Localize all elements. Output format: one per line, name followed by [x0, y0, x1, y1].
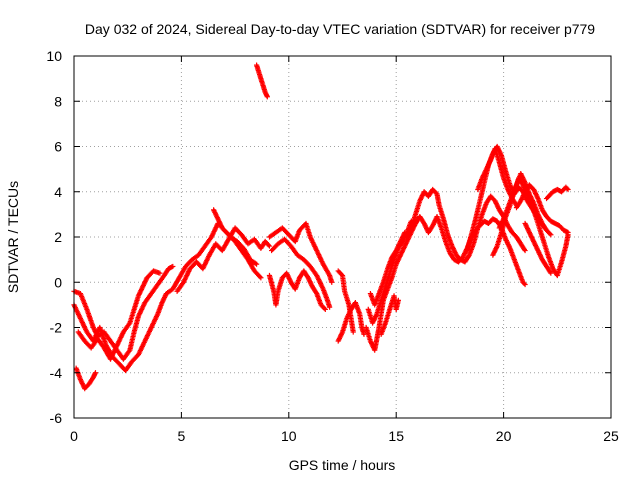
data-point — [402, 229, 408, 236]
data-point — [327, 304, 333, 310]
data-point — [253, 261, 260, 267]
data-point — [157, 270, 163, 276]
data-point — [329, 279, 335, 285]
data-point — [258, 275, 264, 281]
data-point — [395, 297, 401, 303]
y-axis-label: SDTVAR / TECUs — [5, 181, 21, 293]
data-point — [548, 270, 554, 276]
y-tick-label: 6 — [54, 139, 62, 155]
data-point — [521, 280, 527, 286]
data-point — [322, 306, 328, 312]
y-tick-label: -2 — [50, 320, 63, 336]
data-point — [548, 232, 554, 238]
x-tick-label: 5 — [178, 428, 186, 444]
data-point — [522, 247, 528, 254]
data-point — [522, 281, 528, 288]
x-tick-label: 10 — [281, 428, 297, 444]
data-point — [564, 185, 570, 191]
y-tick-label: 0 — [54, 274, 62, 290]
data-point — [547, 231, 553, 237]
data-point — [257, 273, 263, 280]
data-point — [266, 243, 273, 249]
y-tick-label: -6 — [50, 410, 63, 426]
axis-ticks — [73, 55, 612, 419]
data-point — [321, 305, 327, 311]
y-tick-label: -4 — [50, 365, 63, 381]
data-point — [338, 271, 345, 277]
data-point — [565, 186, 571, 193]
x-axis-label: GPS time / hours — [289, 457, 396, 473]
x-tick-label: 25 — [603, 428, 619, 444]
data-point — [547, 269, 553, 275]
data-point — [361, 331, 367, 337]
data-point — [521, 246, 527, 253]
data-point — [170, 263, 176, 270]
data-point — [565, 229, 571, 236]
x-tick-label: 15 — [388, 428, 404, 444]
data-point — [264, 94, 270, 100]
x-tick-label: 20 — [496, 428, 512, 444]
x-tick-label: 0 — [70, 428, 78, 444]
data-point — [92, 370, 99, 376]
data-point — [350, 329, 356, 335]
data-point — [265, 242, 271, 248]
y-tick-label: 10 — [46, 48, 62, 64]
y-tick-labels: -6 -4 -2 0 2 4 6 8 10 — [46, 48, 62, 426]
x-tick-labels: 0 5 10 15 20 25 — [70, 428, 619, 444]
chart-title: Day 032 of 2024, Sidereal Day-to-day VTE… — [85, 21, 595, 37]
y-tick-label: 2 — [54, 229, 62, 245]
y-tick-label: 8 — [54, 93, 62, 109]
data-points — [71, 62, 571, 392]
y-tick-label: 4 — [54, 184, 62, 200]
